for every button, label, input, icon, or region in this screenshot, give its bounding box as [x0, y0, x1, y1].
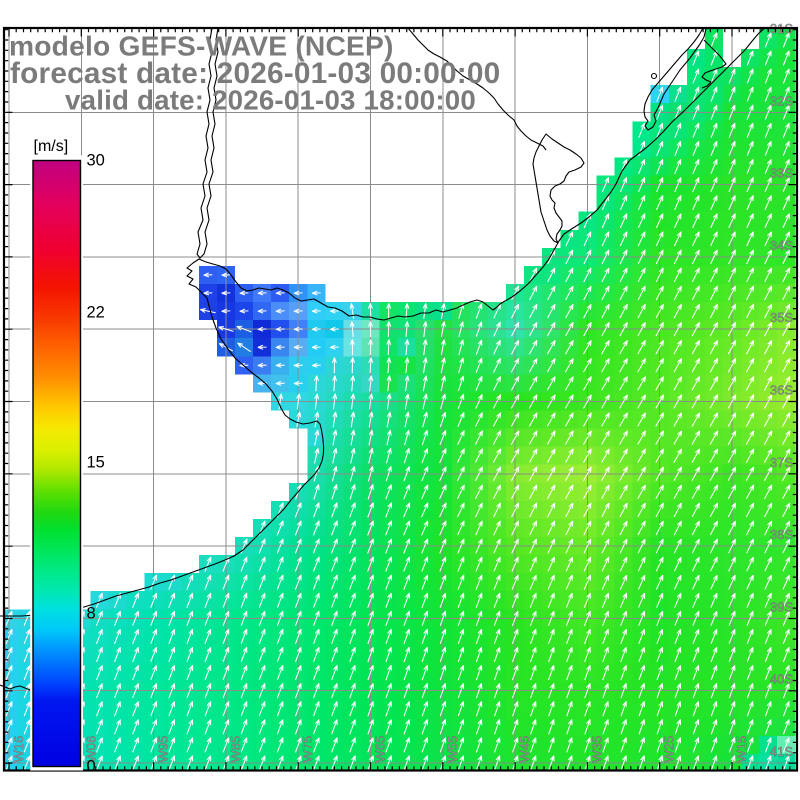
svg-text:W75: W75 — [300, 736, 315, 763]
svg-text:modelo GEFS-WAVE (NCEP): modelo GEFS-WAVE (NCEP) — [9, 30, 394, 62]
svg-text:32S: 32S — [770, 93, 793, 108]
svg-text:38S: 38S — [770, 527, 793, 542]
svg-text:valid date: 2026-01-03 18:00:0: valid date: 2026-01-03 18:00:00 — [65, 85, 476, 116]
svg-text:W85: W85 — [228, 736, 243, 763]
svg-text:W45: W45 — [517, 736, 532, 763]
svg-text:0: 0 — [87, 758, 96, 776]
svg-text:forecast date: 2026-01-03 00:0: forecast date: 2026-01-03 00:00:00 — [10, 57, 500, 90]
svg-text:W35: W35 — [589, 736, 604, 763]
svg-text:34S: 34S — [770, 238, 793, 253]
svg-text:35S: 35S — [770, 310, 793, 325]
svg-text:41S: 41S — [770, 744, 793, 759]
svg-text:15: 15 — [87, 454, 105, 472]
svg-text:22: 22 — [87, 304, 105, 322]
svg-text:W65: W65 — [373, 736, 388, 763]
svg-text:33S: 33S — [770, 166, 793, 181]
svg-text:W55: W55 — [445, 736, 460, 763]
svg-text:W16: W16 — [11, 736, 26, 763]
svg-text:8: 8 — [87, 605, 96, 623]
svg-text:W15: W15 — [734, 736, 749, 763]
svg-text:30: 30 — [87, 152, 105, 170]
svg-text:39S: 39S — [770, 599, 793, 614]
svg-text:[m/s]: [m/s] — [34, 138, 69, 155]
svg-text:37S: 37S — [770, 455, 793, 470]
svg-text:W25: W25 — [662, 736, 677, 763]
svg-text:W06: W06 — [83, 736, 98, 763]
svg-text:40S: 40S — [770, 672, 793, 687]
svg-text:36S: 36S — [770, 383, 793, 398]
svg-text:W95: W95 — [156, 736, 171, 763]
